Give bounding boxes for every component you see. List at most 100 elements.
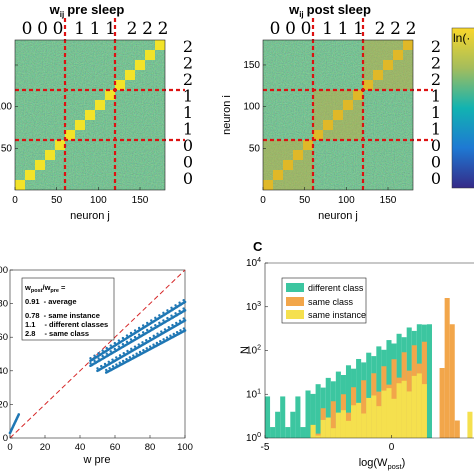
row-digit: 1 [431,103,441,122]
scatter-point [137,326,141,330]
row-digit: 2 [431,54,441,73]
scatter-point [122,351,125,355]
bar-same-instance [340,410,346,438]
histogram-bars [265,298,473,438]
bar-same-instance [345,420,352,438]
instance-block [25,170,35,180]
legend-label-same-instance: same instance [308,310,366,320]
scatter-point [175,330,179,334]
x-tick-label: 100 [90,195,107,206]
scatter-point [103,362,107,366]
scatter-point [111,365,115,368]
instance-block [125,70,135,80]
x-tick-label: 150 [380,195,397,206]
scatter-point [141,324,145,327]
scatter-point [129,338,133,341]
bar-same-class [444,298,450,438]
scatter-point [148,345,152,348]
axis-ticks: 0 50 100 150 50 100 [0,64,149,206]
bar-different-class [426,324,432,438]
scatter-point [125,340,129,344]
bar-different-class [366,352,372,438]
bar-different-class [305,390,311,438]
top-digit: 1 [322,19,333,39]
scatter-point [115,356,118,359]
bar-different-class [345,365,352,438]
row-digit: 2 [431,37,441,56]
scatter-point [118,361,121,364]
xlabel-scatter: w pre [83,454,111,466]
scatter-point [174,304,177,307]
scatter-point [182,299,185,302]
scatter-point [97,357,100,360]
top-digit: 0 [270,19,281,39]
instance-block [363,80,373,90]
identity-line [9,269,186,439]
scatter-point [111,358,114,361]
instance-block [393,50,403,60]
bar-different-class [325,377,331,438]
ylabel-post: neuron i [221,95,233,135]
y-tick-label: 104 [246,257,261,269]
scatter-point [142,348,145,352]
scatter-point [118,354,122,357]
scatter-point [182,317,185,320]
instance-block [45,150,55,160]
scatter-point [137,333,141,336]
scatter-point [141,341,144,344]
scatter-point [100,364,103,368]
bar-same-instance [411,375,417,438]
scatter-point [171,323,174,327]
title-post: wij post sleep [288,2,371,19]
bar-same-instance [421,384,427,438]
bar-same-instance [401,380,407,438]
scatter-point [105,368,108,372]
y-tick-label: 40 [0,366,8,377]
scatter-point [128,356,132,359]
scatter-point [150,326,153,329]
legend-row-same-class: 2.8- same class [25,329,89,338]
instance-block [333,110,343,120]
colorbar-label: ln(· [453,31,470,45]
scatter-point [170,306,173,309]
y-tick-label: 100 [0,265,8,276]
scatter-point [141,331,145,334]
x-tick-label: 100 [338,195,355,206]
bar-different-class [275,411,281,438]
bar-different-class [290,411,296,438]
scatter-point [121,336,125,340]
scatter-point [148,336,152,340]
scatter-point [125,357,128,361]
row-digit: 2 [183,70,193,89]
bar-same-instance [376,406,382,438]
bar-same-instance [416,373,422,438]
y-tick-label: 100 [243,102,260,113]
instance-block [65,130,75,140]
panel-letter-c: C [253,239,263,254]
legend-label-different-class: different class [308,283,364,293]
scatter-point [101,349,104,352]
top-digit: 1 [353,19,364,39]
x-tick-label: 20 [40,442,51,453]
bar-same-class [454,420,460,438]
bar-same-instance [356,402,362,438]
bar-same-instance [396,383,402,438]
bar-same-instance [371,395,377,438]
bar-different-class [270,427,276,438]
row-digit: 0 [183,169,193,188]
top-digit: 1 [105,19,116,39]
diagonal-blocks [15,40,165,190]
y-tick-label: 80 [0,299,8,310]
top-digit: 2 [390,19,401,39]
title-pre: wij pre sleep [49,2,125,19]
scatter-point [152,343,155,346]
scatter-point [133,345,137,348]
instance-block [353,90,363,100]
legend-swatch-same-class [286,297,304,306]
scatter-point [109,344,112,347]
scatter-point [160,330,163,333]
